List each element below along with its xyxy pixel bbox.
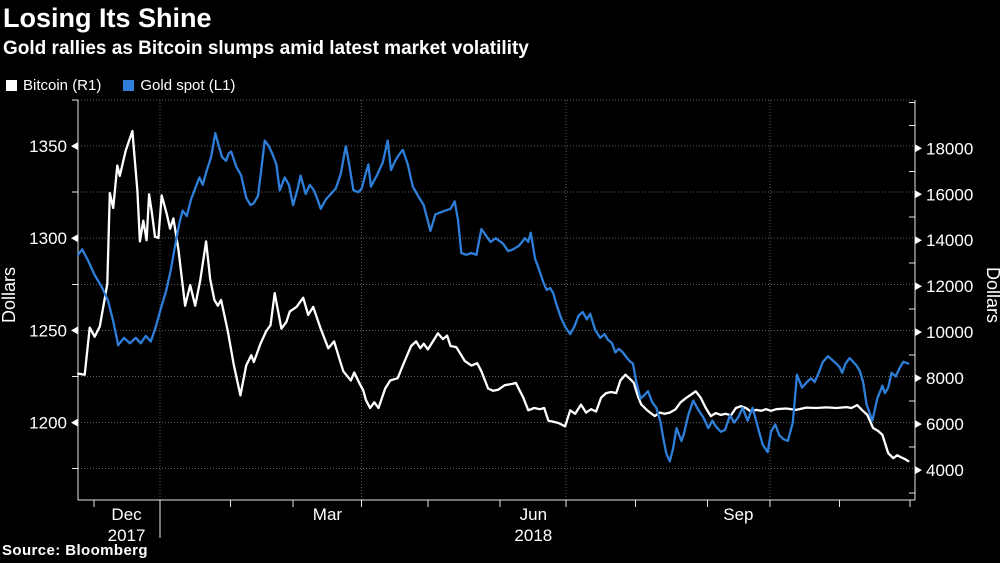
svg-text:Mar: Mar [313, 505, 343, 524]
svg-text:Dollars: Dollars [983, 267, 1000, 323]
svg-text:18000: 18000 [926, 139, 973, 158]
chart-subtitle: Gold rallies as Bitcoin slumps amid late… [3, 38, 529, 59]
axis-labels: 1350 1300 1250 1200 18000 16000 14000 12000 1000… [0, 137, 1000, 545]
svg-text:4000: 4000 [926, 461, 964, 480]
svg-text:Sep: Sep [723, 505, 753, 524]
gridlines [78, 99, 915, 500]
legend-label-gold: Gold spot (L1) [140, 77, 236, 94]
bitcoin-line [76, 129, 910, 463]
legend-item-gold: Gold spot (L1) [123, 77, 235, 94]
chart-title: Losing Its Shine [3, 3, 212, 33]
source-label: Source: Bloomberg [2, 542, 148, 559]
svg-text:6000: 6000 [926, 415, 964, 434]
svg-text:1350: 1350 [29, 137, 67, 156]
svg-text:1200: 1200 [29, 414, 67, 433]
svg-text:10000: 10000 [926, 323, 973, 342]
svg-text:Dec: Dec [111, 505, 142, 524]
bitcoin-swatch-icon [6, 80, 17, 91]
axes [71, 99, 922, 538]
gold-swatch-icon [123, 80, 135, 91]
svg-text:1300: 1300 [29, 229, 67, 248]
legend-item-bitcoin: Bitcoin (R1) [6, 77, 101, 94]
svg-text:12000: 12000 [926, 277, 973, 296]
legend: Bitcoin (R1) Gold spot (L1) [6, 77, 235, 94]
svg-text:Dollars: Dollars [0, 267, 19, 323]
svg-text:2017: 2017 [108, 526, 146, 545]
svg-text:14000: 14000 [926, 231, 973, 250]
svg-text:2018: 2018 [514, 526, 552, 545]
svg-text:1250: 1250 [29, 321, 67, 340]
svg-text:Jun: Jun [520, 505, 547, 524]
legend-label-bitcoin: Bitcoin (R1) [23, 77, 102, 94]
svg-text:8000: 8000 [926, 369, 964, 388]
svg-text:16000: 16000 [926, 185, 973, 204]
gold-line [76, 132, 910, 463]
series-lines [76, 129, 910, 463]
